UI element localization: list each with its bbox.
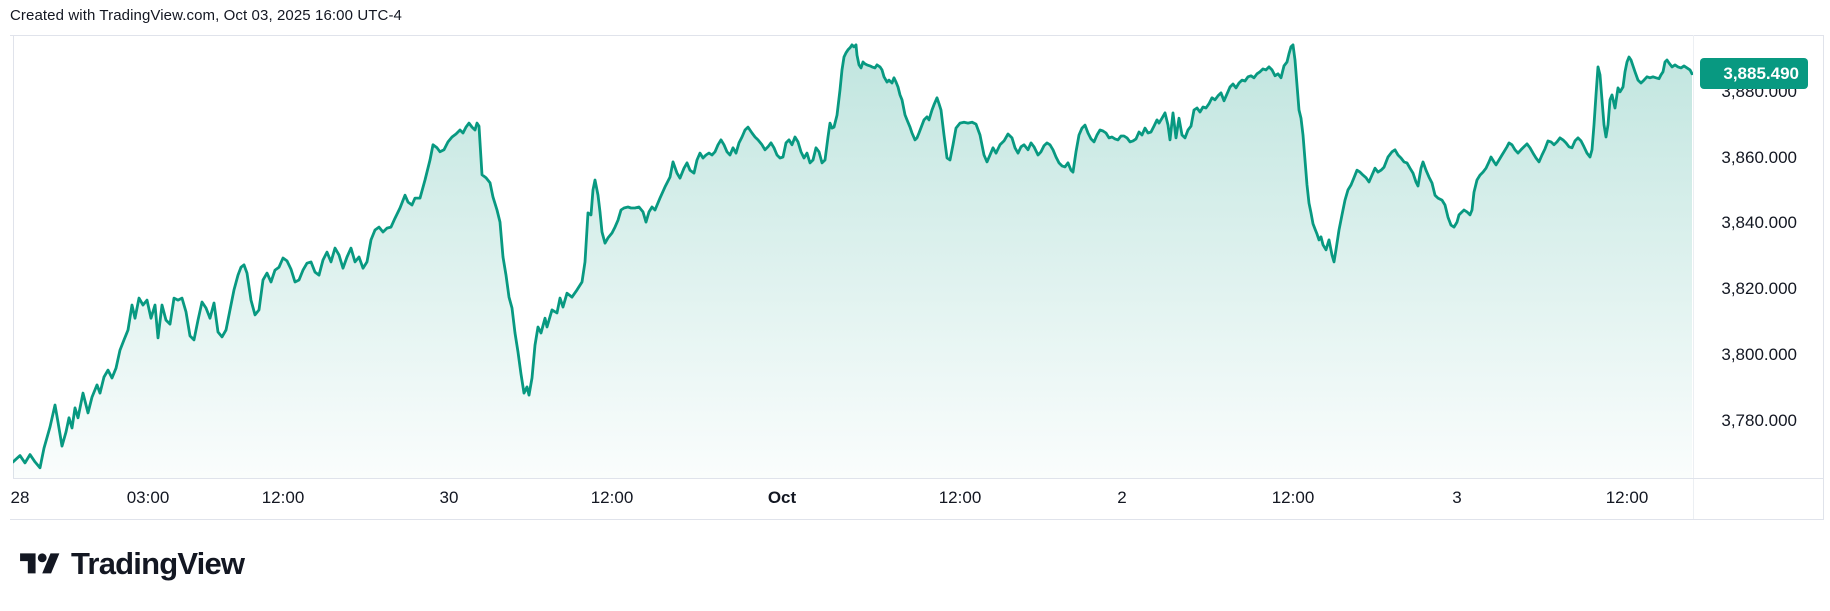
time-tick-label: 12:00 xyxy=(261,488,305,507)
price-tick-label: 3,860.000 xyxy=(1721,147,1797,167)
time-scale[interactable]: 28 03:00 12:00 30 12:00 Oct 12:00 2 12:00 3 12:00 xyxy=(10,478,1693,519)
time-tick-label: 30 xyxy=(439,488,459,507)
time-tick-label: Oct xyxy=(767,488,797,507)
series-area-fill xyxy=(13,44,1692,478)
time-tick-label: 12:00 xyxy=(1605,488,1649,507)
price-scale[interactable]: 3,880.000 3,860.000 3,840.000 3,820.000 3,80… xyxy=(1693,35,1824,519)
series-line xyxy=(13,43,1693,470)
time-tick-label: 28 xyxy=(10,488,30,507)
time-tick-label: 12:00 xyxy=(938,488,982,507)
time-tick-label: 2 xyxy=(1117,488,1127,507)
price-tick-label: 3,800.000 xyxy=(1721,344,1797,364)
price-tick-label: 3,820.000 xyxy=(1721,279,1797,299)
time-tick-label: 12:00 xyxy=(590,488,634,507)
tradingview-logo-icon xyxy=(20,552,60,573)
attribution-text: Created with TradingView.com, Oct 03, 20… xyxy=(10,7,402,24)
time-tick-label: 3 xyxy=(1452,488,1462,507)
tradingview-logo-text: TradingView xyxy=(71,546,245,581)
price-tick-label: 3,840.000 xyxy=(1721,213,1797,233)
price-tick-label: 3,780.000 xyxy=(1721,410,1797,430)
time-tick-label: 03:00 xyxy=(126,488,170,507)
last-price-badge: 3,885.490 xyxy=(1700,58,1808,90)
time-tick-label: 12:00 xyxy=(1271,488,1315,507)
tradingview-footer-logo[interactable]: TradingView xyxy=(20,546,245,582)
